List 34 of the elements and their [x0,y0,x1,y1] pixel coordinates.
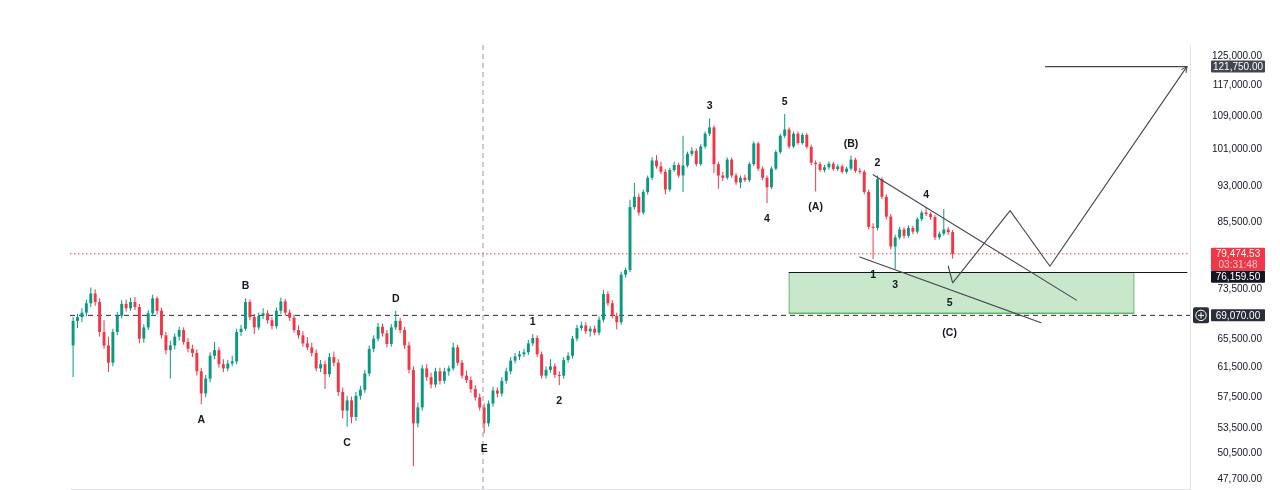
text: 76,159.50 [1215,271,1261,283]
annotation: 5 [781,94,788,107]
text: B [241,279,250,292]
y-tick-label: 50,500.00 [1217,447,1263,459]
text: 3 [892,277,899,290]
text: 121,750.00 [1212,61,1264,73]
y-tick-label: 73,500.00 [1217,282,1263,294]
y-tick-label: 93,000.00 [1217,179,1263,191]
text: 2 [874,156,881,169]
y-tick-label: 61,500.00 [1217,361,1263,373]
y-tick-label: 57,500.00 [1217,390,1263,402]
y-tick-label: 117,000.00 [1212,78,1263,90]
y-tick-label: 47,700.00 [1217,472,1263,484]
y-tick-label: 125,000.00 [1211,49,1263,61]
text: E [480,442,488,455]
y-tick-label: 101,000.00 [1211,143,1263,155]
text: D [391,291,400,304]
text: 3 [706,99,713,112]
text: 2 [556,394,563,407]
text: 5 [946,295,953,308]
y-tick-label: 109,000.00 [1211,109,1263,121]
text: 1 [529,315,536,327]
text: 4 [923,188,930,201]
y-tick-label: 53,500.00 [1217,422,1263,434]
text: A [197,413,206,426]
ref-line-label: 69,070.00 [1215,309,1261,321]
text: (A) [808,200,823,213]
text: C [343,435,351,448]
annotation: (C) [942,325,957,338]
text: 4 [764,212,770,225]
ref-line-label: 79,474.53 03:31:48 [1215,248,1261,271]
text: (B) [843,136,859,149]
y-tick-label: 65,500.00 [1217,333,1263,345]
y-tick-label: 85,500.00 [1217,216,1263,228]
